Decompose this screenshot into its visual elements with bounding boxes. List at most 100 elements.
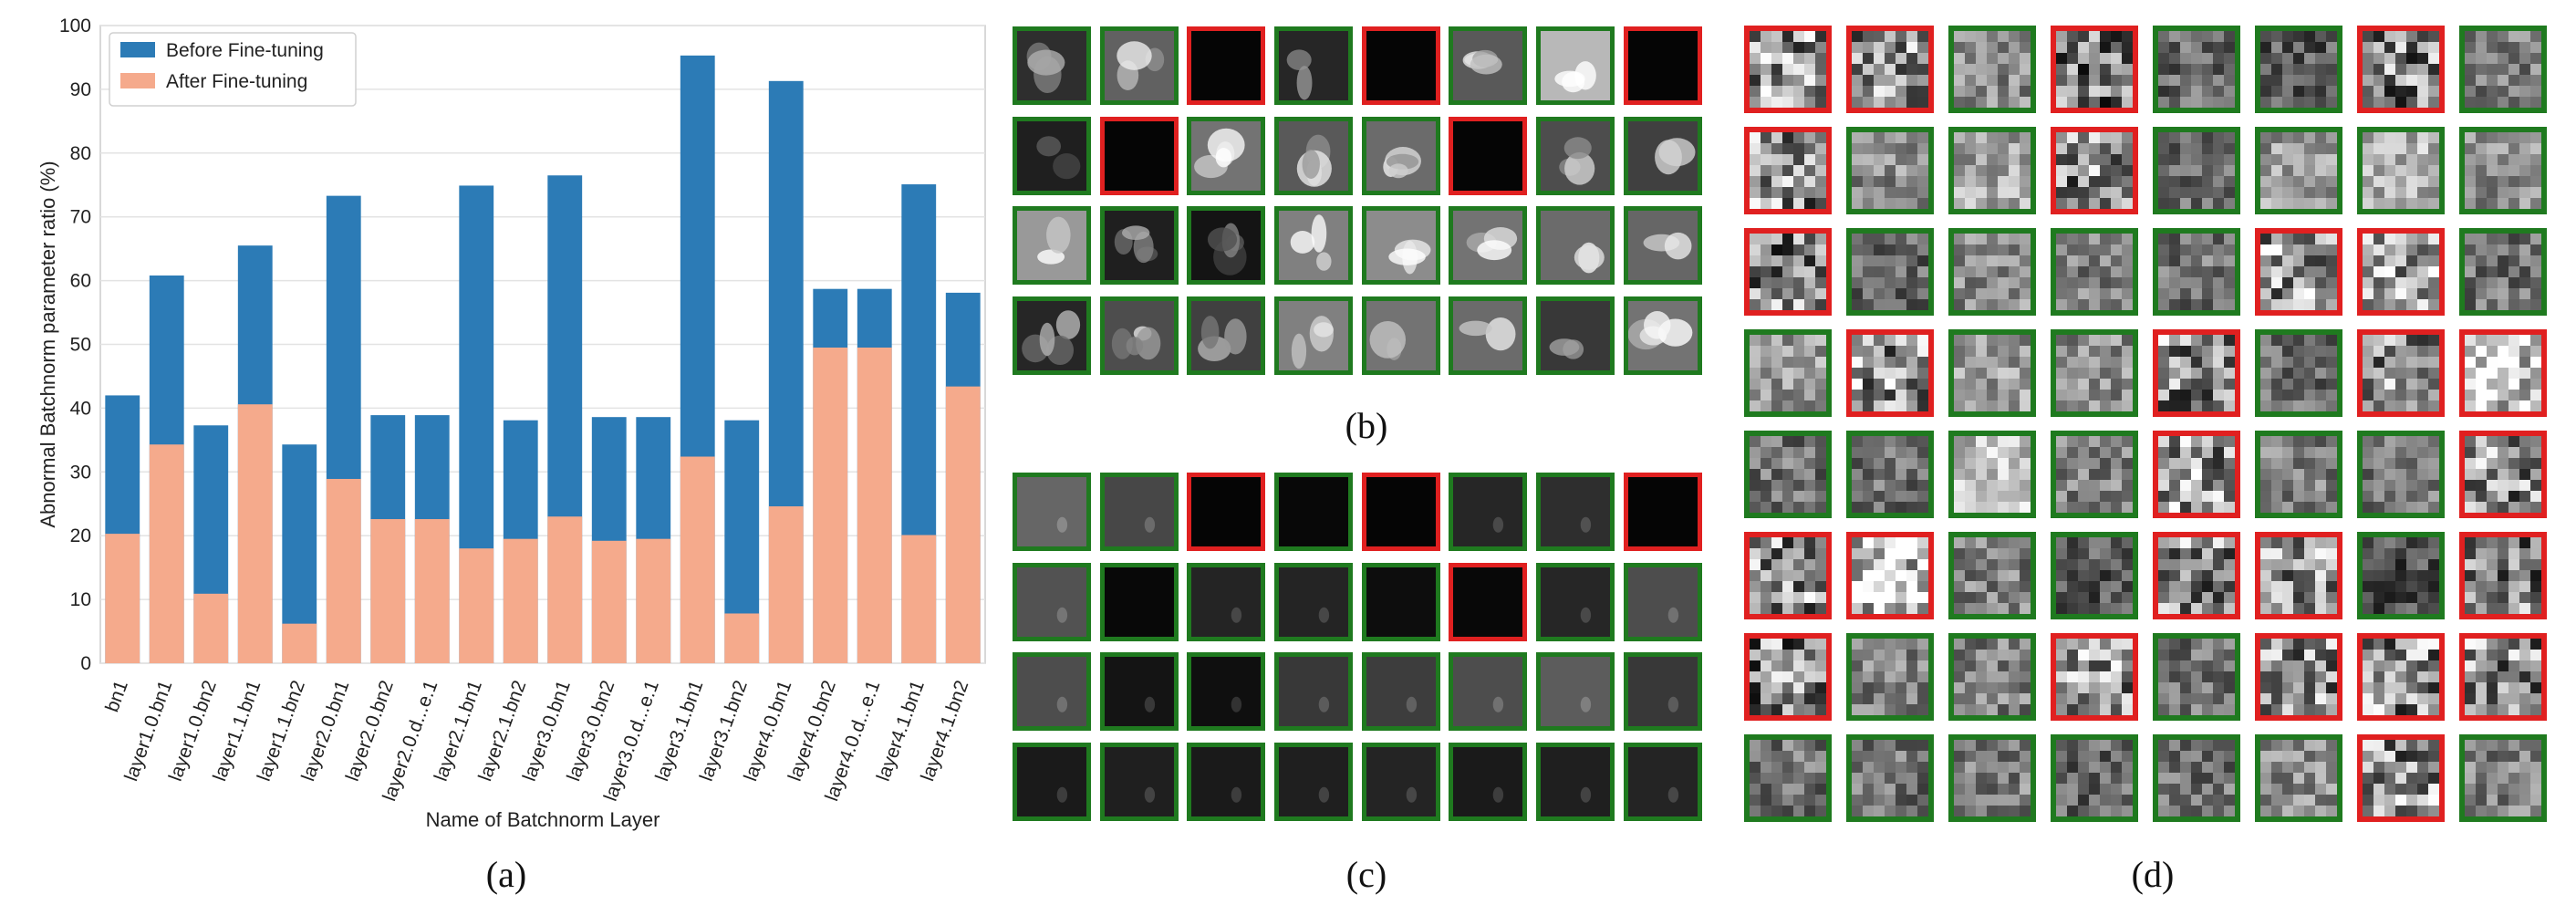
legend-label-1: After Fine-tuning	[166, 71, 307, 92]
bar-after-bn1	[105, 534, 140, 663]
panel-label-b: (b)	[1345, 405, 1388, 446]
y-tick-label: 40	[70, 398, 91, 419]
y-axis-label: Abnormal Batchnorm parameter ratio (%)	[36, 161, 59, 527]
y-tick-label: 100	[59, 16, 91, 36]
feature-map-c-tile	[1013, 562, 1091, 641]
panel-label-a: (a)	[485, 854, 527, 895]
kernel-d-tile	[2357, 329, 2445, 417]
feature-map-c-tile	[1274, 562, 1354, 641]
feature-map-c-tile	[1361, 743, 1440, 822]
bar-after-layer1.0.bn1	[149, 444, 184, 663]
feature-map-c-tile	[1536, 473, 1615, 551]
y-tick-label: 50	[70, 335, 91, 356]
kernel-d-tile	[2051, 127, 2138, 214]
kernel-d-tile	[2459, 431, 2547, 518]
kernel-d-tile	[1948, 734, 2036, 822]
kernel-d-tile	[2051, 26, 2138, 113]
feature-map-b-tile	[1013, 206, 1091, 286]
bar-after-layer3.1.bn1	[680, 456, 715, 663]
feature-map-b-tile	[1623, 296, 1702, 376]
feature-map-grid-b	[1013, 26, 1702, 376]
feature-map-c-tile	[1449, 652, 1528, 732]
feature-map-b-tile	[1449, 296, 1528, 376]
feature-map-b-tile	[1013, 296, 1091, 376]
kernel-d-tile	[1846, 431, 1934, 518]
kernel-d-tile	[2255, 329, 2342, 417]
bar-after-layer2.0.bn2	[370, 519, 406, 663]
feature-map-b-tile	[1187, 296, 1266, 376]
feature-map-b-tile	[1274, 116, 1354, 195]
bar-after-layer3.0.bn2	[591, 540, 627, 663]
kernel-d-tile	[2459, 532, 2547, 619]
bar-chart: 0102030405060708090100bn1layer1.0.bn1lay…	[36, 16, 986, 831]
bar-after-layer1.1.bn1	[237, 404, 273, 663]
bar-after-layer4.1.bn1	[901, 535, 937, 663]
kernel-d-tile	[1846, 734, 1934, 822]
kernel-d-tile	[2255, 734, 2342, 822]
kernel-d-tile	[2153, 633, 2240, 721]
feature-map-c-tile	[1449, 473, 1528, 551]
kernel-d-tile	[2255, 26, 2342, 113]
feature-map-c-tile	[1099, 562, 1179, 641]
legend-label-0: Before Fine-tuning	[166, 40, 324, 61]
bar-after-layer2.0.bn1	[326, 478, 361, 663]
kernel-d-tile	[2051, 431, 2138, 518]
kernel-d-tile	[1846, 532, 1934, 619]
feature-map-c-tile	[1623, 473, 1702, 551]
feature-map-c-tile	[1187, 743, 1266, 822]
feature-map-b-tile	[1187, 116, 1266, 195]
kernel-d-tile	[2459, 228, 2547, 316]
bar-after-layer2.0.d...e.1	[414, 519, 450, 663]
kernel-d-tile	[1846, 228, 1934, 316]
feature-map-c-tile	[1013, 652, 1091, 732]
bar-after-layer4.0.bn1	[768, 506, 804, 663]
feature-map-c-tile	[1099, 473, 1179, 551]
y-tick-label: 80	[70, 143, 91, 164]
feature-map-c-tile	[1013, 743, 1091, 822]
bar-after-layer2.1.bn2	[503, 538, 538, 663]
kernel-d-tile	[2153, 127, 2240, 214]
feature-map-grid-c	[1013, 473, 1702, 822]
feature-map-c-tile	[1449, 743, 1528, 822]
bar-after-layer1.0.bn2	[193, 593, 229, 663]
feature-map-c-tile	[1361, 562, 1440, 641]
kernel-d-tile	[1948, 26, 2036, 113]
feature-map-b-tile	[1099, 116, 1179, 195]
kernel-d-tile	[1846, 26, 1934, 113]
kernel-d-tile	[2051, 734, 2138, 822]
kernel-d-tile	[2459, 26, 2547, 113]
kernel-d-tile	[2357, 228, 2445, 316]
kernel-d-tile	[2357, 431, 2445, 518]
legend: Before Fine-tuning After Fine-tuning	[109, 32, 357, 107]
kernel-d-tile	[1846, 329, 1934, 417]
feature-map-b-tile	[1099, 296, 1179, 376]
feature-map-c-tile	[1536, 652, 1615, 732]
feature-map-c-tile	[1536, 743, 1615, 822]
kernel-d-tile	[2459, 633, 2547, 721]
bar-after-layer3.1.bn2	[724, 613, 760, 663]
kernel-d-tile	[1948, 532, 2036, 619]
kernel-d-tile	[2357, 127, 2445, 214]
feature-map-c-tile	[1361, 652, 1440, 732]
feature-map-b-tile	[1099, 26, 1179, 105]
kernel-d-tile	[2255, 431, 2342, 518]
feature-map-c-tile	[1274, 652, 1354, 732]
feature-map-b-tile	[1274, 26, 1354, 105]
kernel-d-tile	[1744, 329, 1832, 417]
feature-map-b-tile	[1013, 116, 1091, 195]
feature-map-b-tile	[1361, 296, 1440, 376]
feature-map-b-tile	[1361, 116, 1440, 195]
feature-map-b-tile	[1623, 26, 1702, 105]
bar-after-layer3.0.d...e.1	[636, 538, 671, 663]
bar-after-layer4.0.d...e.1	[857, 347, 892, 663]
legend-swatch-1	[120, 73, 155, 88]
panel-label-c: (c)	[1345, 854, 1387, 895]
kernel-d-tile	[1846, 127, 1934, 214]
x-axis-label: Name of Batchnorm Layer	[426, 808, 660, 831]
kernel-d-tile	[2153, 228, 2240, 316]
feature-map-c-tile	[1449, 562, 1528, 641]
kernel-d-tile	[1948, 127, 2036, 214]
feature-map-b-tile	[1536, 296, 1615, 376]
feature-map-b-tile	[1187, 26, 1266, 105]
kernel-d-tile	[2153, 329, 2240, 417]
